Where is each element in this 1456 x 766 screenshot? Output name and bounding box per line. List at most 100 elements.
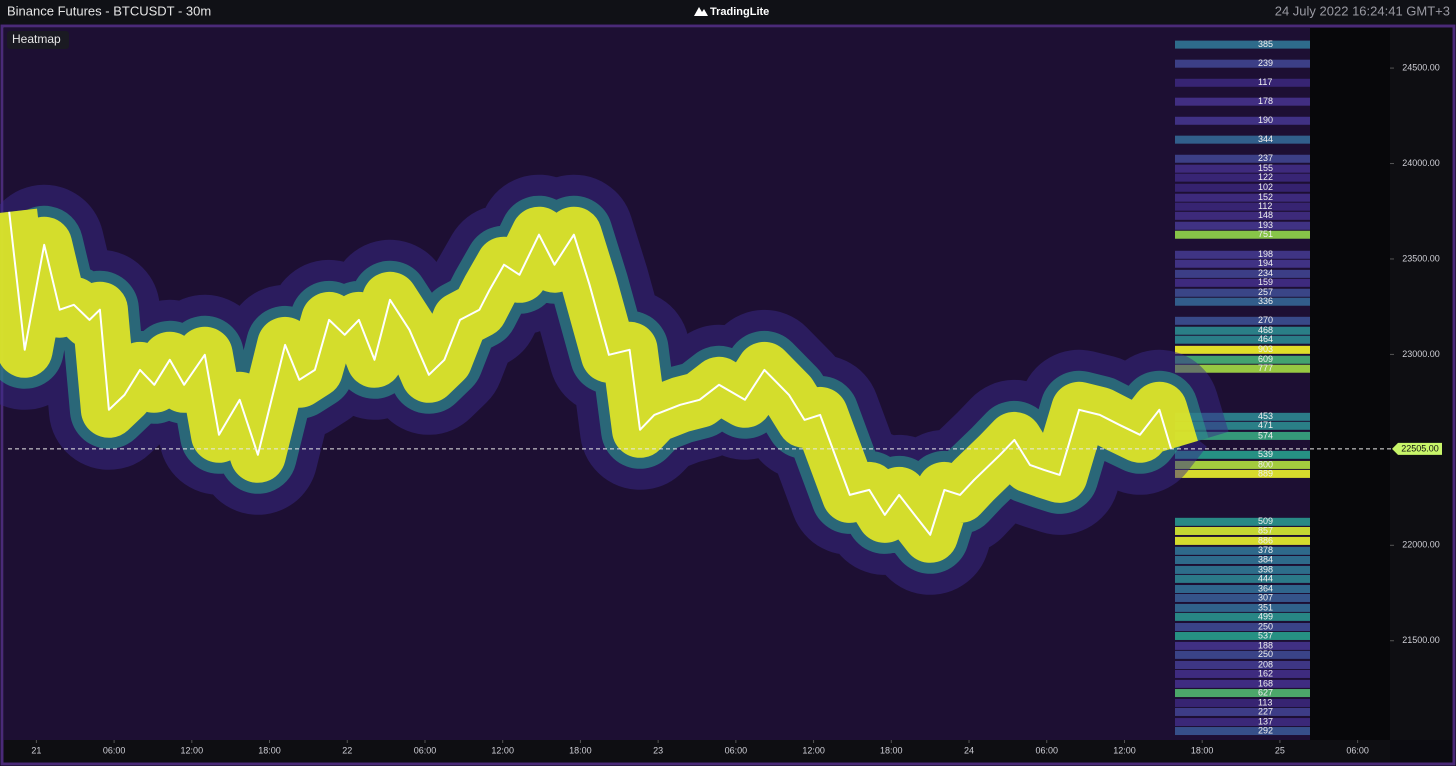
order-level [1175,230,1310,239]
order-level [1175,421,1310,430]
order-size-label: 627 [1258,687,1273,697]
y-tick-label: 23000.00 [1402,349,1440,359]
order-size-label: 800 [1258,459,1273,469]
x-tick-label: 06:00 [414,745,437,755]
order-level [1175,97,1310,106]
order-level [1175,221,1310,230]
order-level [1175,278,1310,287]
order-level [1175,679,1310,688]
panel-label-box [7,31,69,49]
order-level [1175,536,1310,545]
order-size-label: 137 [1258,716,1273,726]
order-size-label: 257 [1258,287,1273,297]
order-size-label: 444 [1258,573,1273,583]
order-level [1175,59,1310,68]
order-size-label: 270 [1258,315,1273,325]
order-level [1175,259,1310,268]
order-level [1175,669,1310,678]
current-price-tag [1392,442,1442,455]
order-size-label: 364 [1258,583,1273,593]
order-size-label: 539 [1258,449,1273,459]
order-level [1175,412,1310,421]
x-tick-label: 18:00 [258,745,281,755]
x-tick-label: 06:00 [1035,745,1058,755]
y-tick-label: 22000.00 [1402,540,1440,550]
x-tick-label: 18:00 [880,745,903,755]
window-title: Binance Futures - BTCUSDT - 30m [7,3,211,18]
order-size-label: 344 [1258,134,1273,144]
order-level [1175,565,1310,574]
x-tick-label: 06:00 [1346,745,1369,755]
order-level [1175,193,1310,202]
order-size-label: 117 [1258,77,1272,87]
order-size-label: 292 [1258,725,1273,735]
order-size-label: 250 [1258,621,1273,631]
order-size-label: 208 [1258,659,1273,669]
order-size-label: 574 [1258,430,1273,440]
order-size-label: 307 [1258,592,1273,602]
order-level [1175,202,1310,211]
x-tick-label: 23 [653,745,663,755]
order-size-label: 889 [1258,468,1273,478]
x-tick-label: 06:00 [725,745,748,755]
order-level [1175,555,1310,564]
order-size-label: 198 [1258,249,1273,259]
brand: TradingLite [710,6,769,18]
order-level [1175,612,1310,621]
future-area [1310,28,1390,740]
order-size-label: 398 [1258,564,1273,574]
order-size-label: 234 [1258,268,1273,278]
order-level [1175,698,1310,707]
order-level [1175,326,1310,335]
order-size-label: 384 [1258,554,1273,564]
order-level [1175,40,1310,49]
order-size-label: 453 [1258,411,1273,421]
order-level [1175,164,1310,173]
order-level [1175,460,1310,469]
order-level [1175,431,1310,440]
y-tick-label: 23500.00 [1402,253,1440,263]
order-level [1175,250,1310,259]
order-level [1175,603,1310,612]
order-level [1175,154,1310,163]
order-size-label: 113 [1258,697,1272,707]
x-tick-label: 25 [1275,745,1285,755]
order-level [1175,718,1310,727]
order-size-label: 351 [1258,602,1273,612]
order-size-label: 168 [1258,678,1273,688]
order-size-label: 471 [1258,420,1273,430]
order-level [1175,135,1310,144]
order-level [1175,364,1310,373]
order-size-label: 159 [1258,277,1273,287]
order-level [1175,593,1310,602]
x-tick-label: 18:00 [569,745,592,755]
order-size-label: 609 [1258,354,1273,364]
order-level [1175,526,1310,535]
order-size-label: 112 [1258,201,1272,211]
x-tick-label: 22 [342,745,352,755]
order-size-label: 857 [1258,525,1273,535]
current-price-label: 22505.00 [1401,443,1439,453]
order-level [1175,269,1310,278]
x-tick-label: 18:00 [1191,745,1214,755]
x-tick-label: 12:00 [181,745,204,755]
order-size-label: 155 [1258,163,1273,173]
price-axis [1390,28,1452,740]
order-size-label: 193 [1258,220,1273,230]
order-size-label: 122 [1258,172,1273,182]
order-level [1175,78,1310,87]
order-size-label: 777 [1258,363,1273,373]
price-line [8,211,1173,536]
order-size-label: 468 [1258,325,1273,335]
order-level [1175,469,1310,478]
brand-logo [694,7,708,16]
order-size-label: 178 [1258,96,1273,106]
x-tick-label: 12:00 [491,745,514,755]
order-level [1175,631,1310,640]
order-level [1175,297,1310,306]
order-size-label: 239 [1258,58,1273,68]
order-size-label: 509 [1258,516,1273,526]
order-level [1175,345,1310,354]
